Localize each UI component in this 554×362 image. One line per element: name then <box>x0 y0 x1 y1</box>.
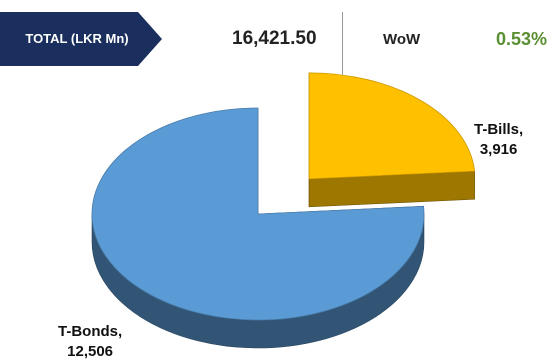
header-divider <box>342 12 343 86</box>
slice-label-t-bills: T-Bills, 3,916 <box>474 120 523 160</box>
total-value: 16,421.50 <box>232 28 317 49</box>
badge-arrow-shape <box>0 12 162 66</box>
slice-label-t-bills-value: 3,916 <box>479 141 518 158</box>
slice-label-t-bonds-value: 12,506 <box>67 343 114 360</box>
slice-label-t-bonds: T-Bonds, 12,506 <box>58 322 122 362</box>
slice-t-bonds <box>91 107 425 349</box>
total-badge: TOTAL (LKR Mn) <box>0 12 162 66</box>
slice-label-t-bonds-name: T-Bonds, <box>58 323 123 340</box>
wow-value: 0.53% <box>496 29 548 49</box>
slice-t-bills <box>308 72 476 208</box>
slice-t-bills-top <box>308 72 476 180</box>
slice-label-t-bills-name: T-Bills, <box>474 121 524 138</box>
wow-label: WoW <box>383 31 421 48</box>
summary-header: TOTAL (LKR Mn) 16,421.50 WoW 0.53% <box>0 0 554 86</box>
total-label: TOTAL (LKR Mn) <box>25 31 129 46</box>
slice-t-bonds-top <box>91 107 425 321</box>
